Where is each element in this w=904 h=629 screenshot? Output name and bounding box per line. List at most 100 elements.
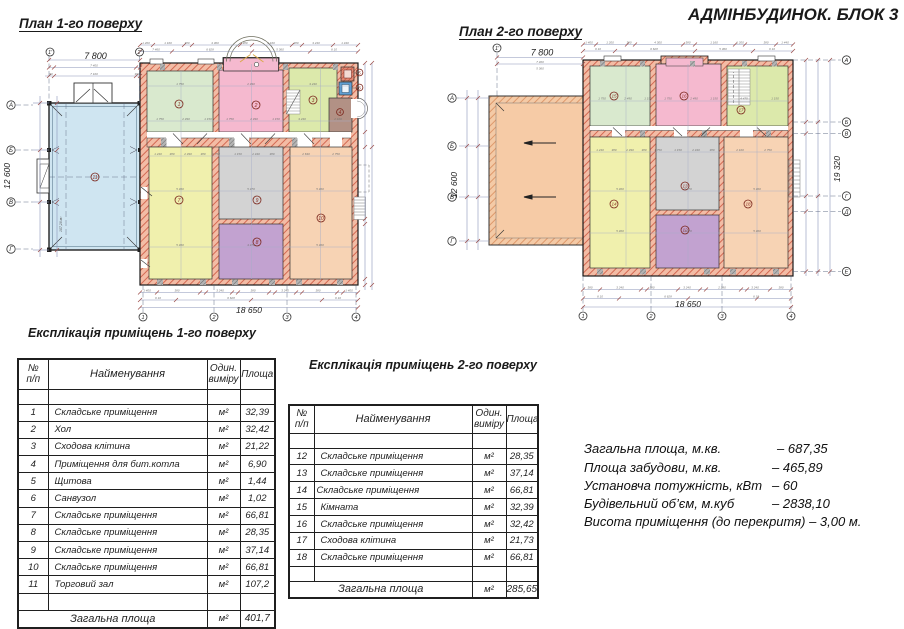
svg-text:7 460: 7 460 [152,48,160,52]
svg-text:1 750: 1 750 [212,152,220,156]
svg-text:4 300: 4 300 [654,41,662,45]
svg-text:1 750: 1 750 [598,97,606,101]
svg-text:2: 2 [254,103,258,109]
svg-text:Б: Б [450,144,454,150]
svg-text:А: А [8,103,13,109]
svg-text:380: 380 [200,152,205,156]
svg-text:5 400: 5 400 [316,187,324,191]
svg-text:5 360: 5 360 [536,67,544,71]
svg-text:14: 14 [611,202,617,207]
svg-text:380: 380 [709,148,714,152]
svg-text:2 490: 2 490 [689,97,698,101]
svg-text:18 650: 18 650 [236,305,262,315]
svg-text:6 628: 6 628 [206,48,214,52]
svg-text:А: А [844,58,849,64]
svg-text:4: 4 [789,314,792,320]
svg-text:5 400: 5 400 [616,187,624,191]
svg-text:Б: Б [9,148,13,154]
svg-text:5 470: 5 470 [247,187,255,191]
svg-text:90: 90 [49,72,53,76]
svg-text:1: 1 [581,314,584,320]
svg-text:3 240: 3 240 [309,82,317,86]
svg-text:1 150: 1 150 [204,117,212,121]
svg-text:1 150: 1 150 [771,97,779,101]
svg-text:2 290: 2 290 [717,286,726,290]
svg-text:1 150: 1 150 [710,97,718,101]
svg-text:1 150: 1 150 [644,97,652,101]
svg-text:Д: Д [844,210,849,216]
svg-text:7 100: 7 100 [90,72,98,76]
svg-text:6: 6 [358,86,361,91]
svg-text:10: 10 [318,216,324,222]
svg-text:Г: Г [450,239,454,245]
svg-text:Е: Е [845,270,849,276]
svg-text:17: 17 [738,108,744,113]
svg-text:7 800: 7 800 [84,51,107,61]
svg-text:5 360: 5 360 [719,47,727,51]
svg-text:1 160: 1 160 [267,41,275,45]
svg-text:2': 2' [136,50,142,56]
svg-text:2 490: 2 490 [623,97,632,101]
svg-text:2 630: 2 630 [301,152,310,156]
svg-text:2 490: 2 490 [625,148,634,152]
svg-text:1 750: 1 750 [176,82,184,86]
svg-text:2 750: 2 750 [331,152,340,156]
svg-text:3: 3 [720,314,724,320]
svg-text:5 400: 5 400 [316,243,324,247]
svg-text:12 600: 12 600 [2,163,12,189]
svg-text:380: 380 [250,289,255,293]
svg-text:7: 7 [178,198,181,204]
svg-text:1 150: 1 150 [272,117,280,121]
svg-text:1 200: 1 200 [736,41,744,45]
svg-text:6 10: 6 10 [769,47,775,51]
svg-text:5 400: 5 400 [176,243,184,247]
svg-text:1': 1' [48,50,53,56]
svg-text:380: 380 [649,286,654,290]
svg-text:1 750: 1 750 [226,117,234,121]
svg-text:1 440: 1 440 [341,41,349,45]
svg-text:6 628: 6 628 [664,295,672,299]
svg-text:1 400: 1 400 [143,289,151,293]
svg-text:380: 380 [242,41,247,45]
svg-text:1': 1' [495,46,500,52]
svg-text:6 10: 6 10 [331,48,337,52]
svg-text:В: В [845,132,849,138]
svg-text:2 750: 2 750 [763,148,772,152]
svg-text:Г: Г [9,247,13,253]
svg-text:1 200: 1 200 [142,41,150,45]
svg-text:3 240: 3 240 [281,289,289,293]
svg-text:11: 11 [92,175,97,181]
svg-text:1 400: 1 400 [585,41,593,45]
svg-text:4: 4 [339,110,342,116]
svg-text:13: 13 [682,184,688,189]
svg-text:8: 8 [256,240,259,246]
svg-text:1 240: 1 240 [596,148,604,152]
svg-text:12 600: 12 600 [449,172,459,198]
svg-text:300: 300 [134,72,139,76]
svg-text:16: 16 [681,94,687,99]
svg-text:1 160: 1 160 [164,41,172,45]
svg-text:7 800: 7 800 [531,48,554,58]
svg-text:18: 18 [745,202,751,207]
svg-text:380: 380 [778,286,783,290]
svg-text:1 150: 1 150 [234,152,242,156]
svg-text:4: 4 [354,315,357,321]
svg-text:6 10: 6 10 [753,295,759,299]
svg-text:2: 2 [211,315,215,321]
svg-text:19 320: 19 320 [832,156,842,182]
svg-text:2 100: 2 100 [735,148,744,152]
svg-text:2 440: 2 440 [691,148,700,152]
svg-text:380: 380 [641,148,646,152]
svg-text:6 10: 6 10 [335,296,341,300]
svg-text:380: 380 [269,152,274,156]
svg-text:1 440: 1 440 [781,41,789,45]
svg-text:3 240: 3 240 [616,286,624,290]
svg-text:2 440: 2 440 [251,152,260,156]
svg-text:6 10: 6 10 [595,47,601,51]
svg-text:Г: Г [845,194,849,200]
svg-text:1 750: 1 750 [664,97,672,101]
svg-text:5 360: 5 360 [276,48,284,52]
svg-text:1 750: 1 750 [156,117,164,121]
svg-text:В: В [450,195,454,201]
svg-text:4 300: 4 300 [211,41,219,45]
